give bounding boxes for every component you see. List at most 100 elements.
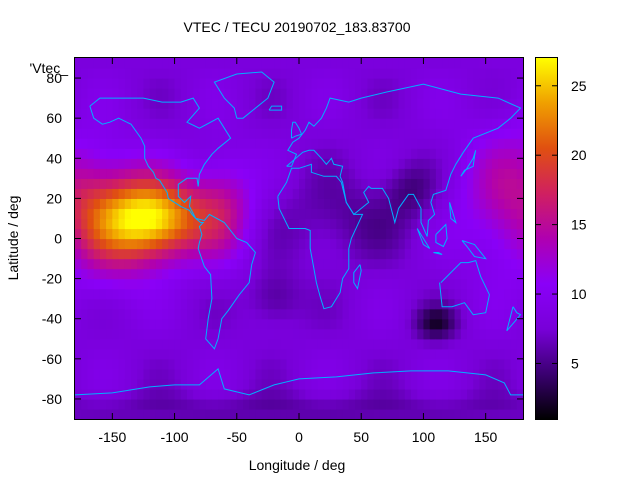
heatmap-cell — [218, 58, 225, 69]
heatmap-cell — [261, 288, 269, 300]
heatmap-cell — [398, 288, 406, 300]
heatmap-cell — [149, 218, 157, 230]
heatmap-cell — [118, 128, 126, 139]
heatmap-cell — [392, 358, 400, 370]
heatmap-cell — [411, 318, 418, 330]
heatmap-cell — [516, 178, 524, 189]
heatmap-cell — [479, 258, 487, 270]
heatmap-cell — [255, 358, 263, 370]
heatmap-cell — [454, 168, 462, 179]
coastline-path — [268, 105, 283, 111]
heatmap-cell — [336, 368, 344, 380]
heatmap-cell — [448, 198, 456, 210]
heatmap-cell — [417, 138, 425, 149]
heatmap-cell — [386, 388, 393, 400]
heatmap-cell — [392, 408, 400, 420]
heatmap-cell — [311, 148, 319, 159]
heatmap-cell — [211, 318, 219, 330]
heatmap-cell — [143, 318, 151, 330]
heatmap-cell — [442, 258, 449, 270]
heatmap-cell — [448, 368, 456, 380]
heatmap-cell — [236, 248, 244, 260]
heatmap-cell — [392, 148, 400, 159]
heatmap-cell — [504, 288, 512, 300]
heatmap-cell — [174, 318, 182, 330]
heatmap-cell — [491, 238, 499, 250]
heatmap-cell — [99, 78, 107, 89]
heatmap-cell — [361, 378, 369, 390]
heatmap-cell — [143, 198, 151, 210]
heatmap-cell — [342, 348, 350, 360]
heatmap-cell — [348, 388, 356, 400]
heatmap-cell — [274, 78, 281, 89]
heatmap-cell — [448, 288, 456, 300]
heatmap-cell — [193, 218, 201, 230]
heatmap-cell — [317, 318, 325, 330]
heatmap-cell — [516, 158, 524, 169]
heatmap-cell — [180, 238, 188, 250]
heatmap-cell — [317, 118, 325, 129]
x-tick-label: -50 — [227, 429, 247, 445]
heatmap-cell — [143, 68, 151, 79]
heatmap-cell — [398, 98, 406, 109]
colorbar-tick-label: 10 — [571, 286, 587, 302]
heatmap-cell — [205, 58, 213, 69]
heatmap-cell — [330, 208, 337, 220]
heatmap-cell — [429, 118, 437, 129]
heatmap-cell — [386, 338, 393, 350]
heatmap-cell — [280, 188, 288, 199]
heatmap-cell — [392, 268, 400, 280]
heatmap-cell — [317, 58, 325, 69]
coastline-path — [74, 368, 523, 396]
heatmap-cell — [224, 178, 232, 189]
heatmap-cell — [255, 128, 263, 139]
heatmap-cell — [398, 58, 406, 69]
heatmap-cell — [292, 158, 300, 169]
heatmap-cell — [87, 158, 95, 169]
heatmap-cell — [479, 228, 487, 240]
heatmap-cell — [155, 78, 163, 89]
heatmap-cell — [137, 118, 145, 129]
heatmap-cell — [348, 88, 356, 99]
heatmap-cell — [454, 188, 462, 199]
heatmap-cell — [174, 398, 182, 410]
heatmap-cell — [124, 238, 132, 250]
heatmap-cell — [367, 108, 375, 119]
heatmap-cell — [317, 228, 325, 240]
heatmap-cell — [118, 238, 126, 250]
heatmap-cell — [162, 108, 169, 119]
heatmap-cell — [491, 98, 499, 109]
heatmap-cell — [81, 128, 89, 139]
heatmap-cell — [386, 178, 393, 189]
heatmap-cell — [280, 138, 288, 149]
heatmap-cell — [367, 88, 375, 99]
heatmap-cell — [317, 198, 325, 210]
heatmap-cell — [479, 158, 487, 169]
heatmap-cell — [311, 138, 319, 149]
heatmap-cell — [448, 78, 456, 89]
heatmap-cell — [75, 318, 82, 330]
heatmap-cell — [249, 58, 257, 69]
heatmap-cell — [454, 278, 462, 290]
heatmap-cell — [498, 408, 505, 420]
heatmap-cell — [348, 338, 356, 350]
heatmap-cell — [379, 208, 387, 220]
heatmap-cell — [510, 278, 518, 290]
heatmap-cell — [485, 218, 493, 230]
heatmap-cell — [131, 298, 138, 310]
heatmap-cell — [193, 208, 201, 220]
heatmap-cell — [211, 168, 219, 179]
heatmap-cell — [75, 308, 82, 320]
heatmap-cell — [230, 138, 238, 149]
heatmap-cell — [367, 248, 375, 260]
heatmap-cell — [168, 228, 176, 240]
heatmap-cell — [330, 288, 337, 300]
heatmap-cell — [317, 348, 325, 360]
heatmap-cell — [323, 78, 331, 89]
heatmap-cell — [305, 228, 313, 240]
heatmap-cell — [323, 338, 331, 350]
coastline-path — [291, 121, 303, 139]
heatmap-cell — [174, 278, 182, 290]
heatmap-cell — [386, 408, 393, 420]
heatmap-cell — [411, 408, 418, 420]
